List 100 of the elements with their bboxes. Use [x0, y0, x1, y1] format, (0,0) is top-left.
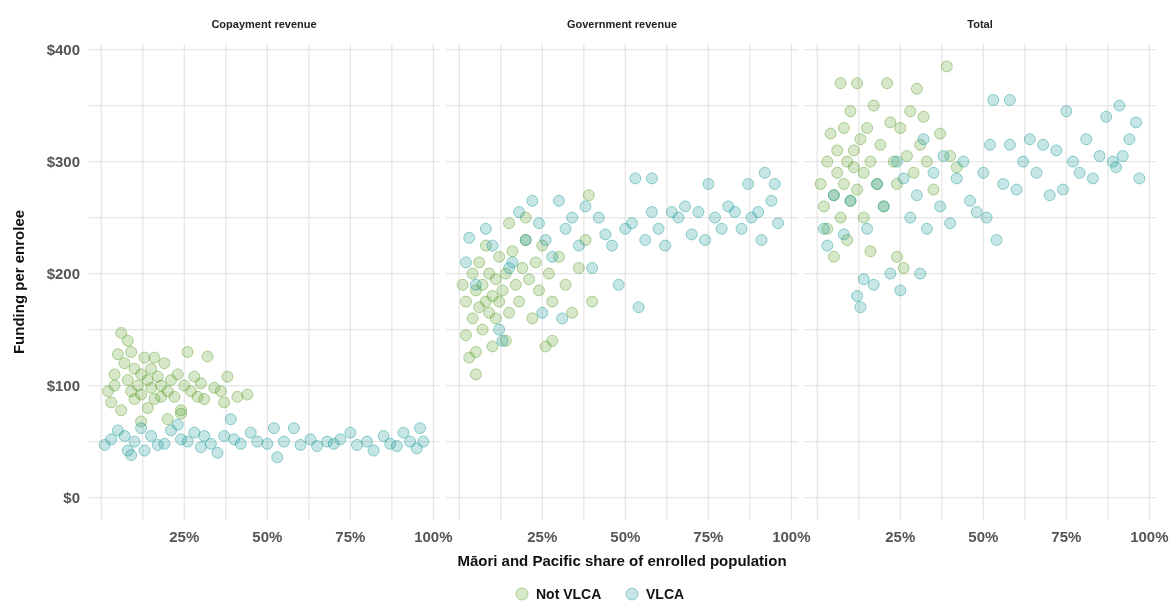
point	[294, 438, 307, 451]
point	[937, 150, 950, 162]
point	[831, 166, 844, 179]
point	[489, 312, 502, 325]
point	[459, 329, 472, 342]
point	[261, 437, 274, 450]
x-tick-label: 100%	[772, 528, 811, 545]
point	[115, 404, 128, 417]
point	[735, 222, 748, 235]
point	[768, 178, 781, 190]
point	[158, 437, 171, 450]
point	[506, 245, 519, 258]
point	[987, 94, 1000, 106]
x-tick-label: 75%	[1051, 528, 1082, 545]
point	[513, 206, 526, 218]
point	[1086, 172, 1099, 185]
point	[459, 295, 472, 308]
point	[360, 435, 373, 448]
point	[287, 422, 300, 435]
point	[854, 133, 867, 146]
point	[1093, 150, 1106, 162]
point	[940, 60, 953, 73]
point	[231, 390, 244, 403]
point	[473, 256, 486, 269]
point	[894, 122, 907, 134]
point	[1113, 99, 1126, 112]
point	[904, 105, 917, 118]
point	[1057, 183, 1070, 196]
point	[506, 256, 519, 269]
point	[135, 422, 148, 435]
point	[910, 189, 923, 202]
point	[493, 250, 506, 263]
point	[493, 323, 506, 336]
point	[592, 211, 605, 224]
point	[479, 222, 492, 235]
point	[997, 178, 1010, 190]
point	[377, 430, 390, 442]
point	[894, 284, 907, 297]
point	[141, 402, 154, 414]
point	[221, 370, 234, 383]
point	[897, 172, 910, 185]
point	[198, 393, 211, 406]
point	[523, 273, 536, 286]
point	[864, 245, 877, 258]
point	[917, 133, 930, 146]
point	[536, 306, 549, 319]
point	[983, 138, 996, 151]
point	[546, 250, 559, 263]
point	[890, 250, 903, 263]
point	[1110, 161, 1123, 174]
point	[834, 77, 847, 90]
point	[1100, 110, 1113, 123]
point	[772, 217, 785, 230]
point	[834, 211, 847, 224]
legend-label: VLCA	[646, 585, 685, 602]
point	[910, 82, 923, 95]
point	[1133, 172, 1146, 185]
point	[546, 295, 559, 308]
point	[148, 351, 161, 364]
point	[489, 273, 502, 286]
point	[599, 228, 612, 241]
point	[171, 368, 184, 381]
point	[847, 161, 860, 174]
point	[513, 295, 526, 308]
point	[201, 350, 214, 363]
y-tick-label: $0	[63, 488, 80, 506]
point	[125, 449, 138, 462]
point	[469, 278, 482, 291]
x-tick-label: 100%	[414, 528, 453, 545]
point	[742, 178, 755, 190]
point	[546, 334, 559, 347]
point	[917, 110, 930, 123]
point	[980, 211, 993, 224]
point	[702, 178, 715, 190]
point	[198, 430, 211, 442]
point	[920, 155, 933, 168]
point	[755, 234, 768, 246]
point	[271, 451, 284, 464]
point	[1130, 116, 1143, 129]
point	[108, 368, 121, 381]
point	[108, 379, 121, 392]
point	[1037, 138, 1050, 151]
point	[334, 433, 347, 446]
chart-title: Government revenue	[566, 18, 678, 30]
point	[566, 211, 579, 224]
point	[131, 379, 144, 392]
y-tick-label: $300	[46, 152, 80, 170]
point	[469, 368, 482, 381]
point	[851, 290, 864, 302]
point	[218, 430, 231, 442]
point	[1023, 133, 1036, 146]
point	[572, 262, 585, 274]
point	[1050, 144, 1063, 157]
point	[964, 194, 977, 207]
point	[1073, 166, 1086, 179]
point	[645, 172, 658, 185]
point	[503, 217, 516, 230]
x-tick-label: 50%	[252, 528, 283, 545]
point	[542, 267, 555, 280]
point	[456, 278, 469, 291]
